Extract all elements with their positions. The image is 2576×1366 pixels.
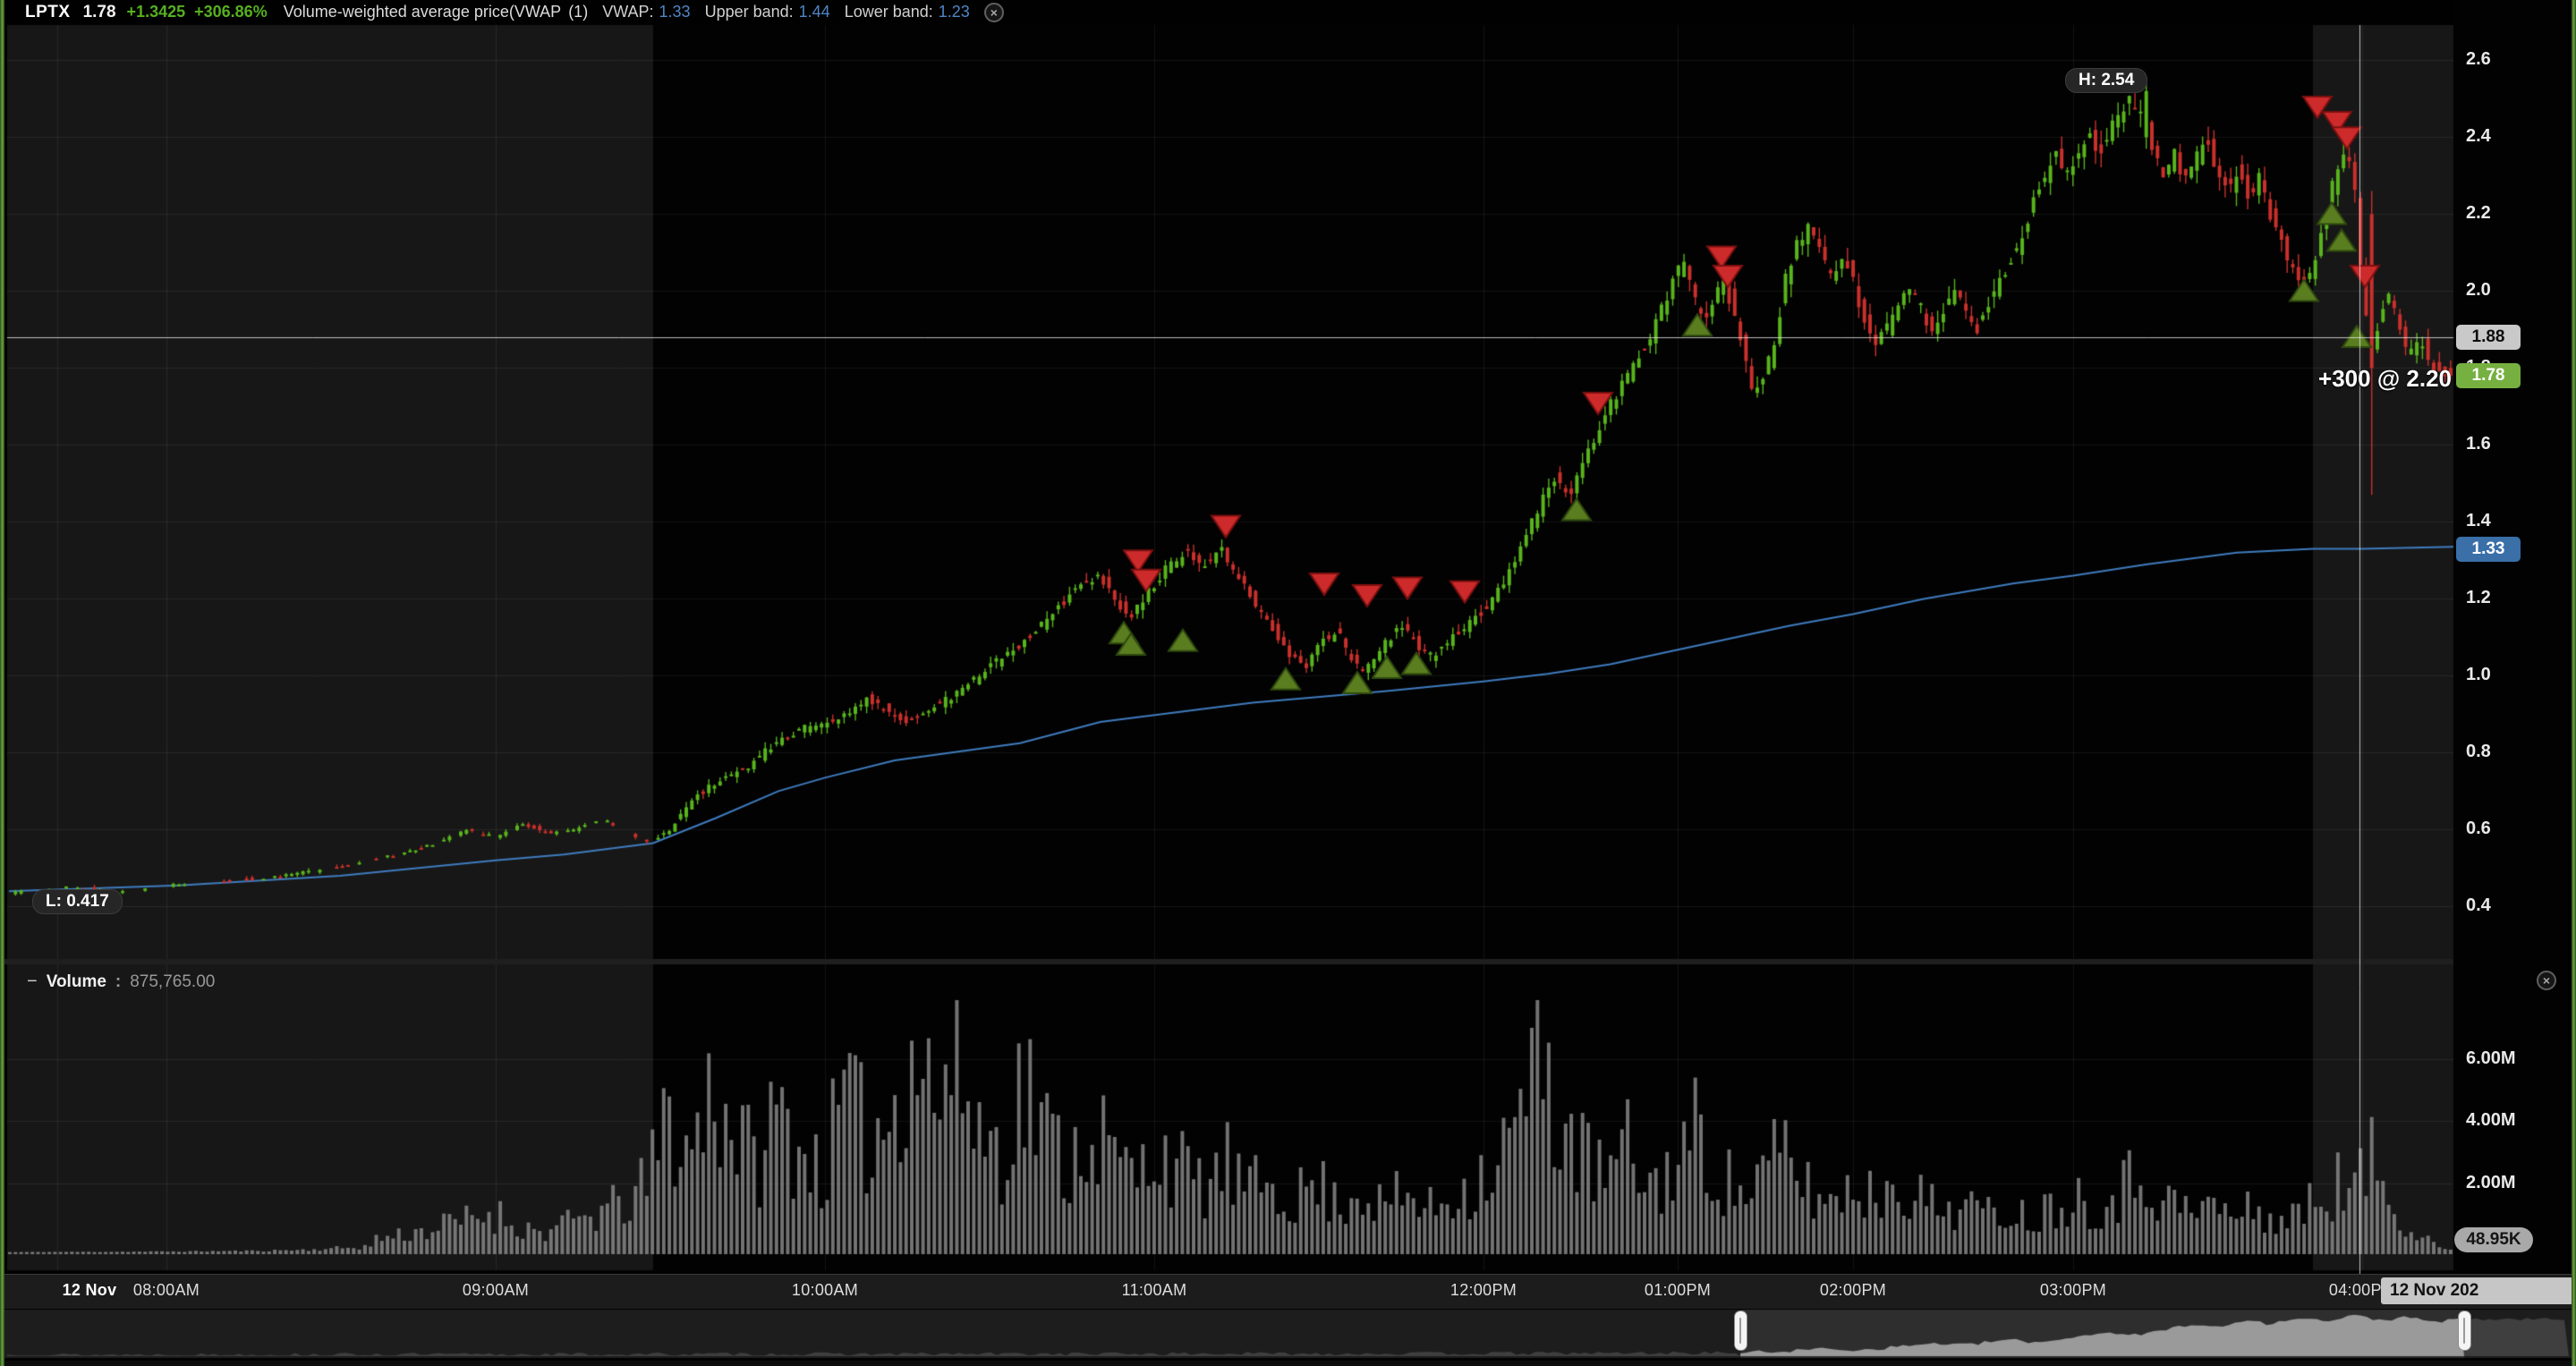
day-high-label: H: 2.54	[2065, 68, 2148, 93]
price-tick: 2.6	[2466, 49, 2491, 70]
time-tick: 11:00AM	[1121, 1281, 1187, 1299]
scrollbar-handle-left[interactable]	[1734, 1311, 1747, 1351]
indicator-title[interactable]: Volume-weighted average price(VWAP	[283, 3, 562, 21]
symbol-label: LPTX	[25, 2, 71, 21]
volume-separator: :	[115, 971, 122, 991]
volume-tick: 4.00M	[2466, 1110, 2516, 1130]
volume-value: 875,765.00	[130, 971, 216, 991]
indicator-param: (1)	[568, 3, 589, 21]
volume-collapse-icon[interactable]: −	[27, 971, 38, 991]
upper-band-label: Upper band:	[704, 3, 794, 21]
vwap-value: 1.33	[659, 3, 691, 21]
last-price-badge: 1.78	[2456, 363, 2521, 388]
volume-title[interactable]: Volume	[46, 971, 106, 991]
time-tick: 12:00PM	[1450, 1281, 1518, 1299]
lower-band-value: 1.23	[938, 3, 970, 21]
volume-tick: 2.00M	[2466, 1173, 2516, 1192]
vwap-label: VWAP:	[602, 3, 654, 21]
window-border-right	[2572, 0, 2576, 1366]
trade-fill-annotation: +300 @ 2.20	[2318, 365, 2452, 392]
vwap-price-badge: 1.33	[2456, 536, 2521, 562]
chart-legend-bar: LPTX 1.78 +1.3425 +306.86% Volume-weight…	[7, 0, 2453, 24]
time-tick: 04:00PM	[2328, 1281, 2396, 1299]
crosshair-date-badge: 12 Nov 202	[2381, 1277, 2573, 1304]
window-border-left	[0, 0, 4, 1366]
time-tick: 09:00AM	[462, 1281, 530, 1299]
time-tick: 12 Nov	[62, 1281, 117, 1299]
volume-close-icon[interactable]: ×	[2537, 971, 2556, 990]
time-tick: 02:00PM	[1819, 1281, 1887, 1299]
crosshair-price-badge: 1.88	[2456, 325, 2521, 350]
upper-band-value: 1.44	[798, 3, 830, 21]
day-low-label: L: 0.417	[32, 889, 123, 914]
time-tick: 03:00PM	[2039, 1281, 2107, 1299]
time-tick: 10:00AM	[791, 1281, 859, 1299]
price-tick: 0.6	[2466, 819, 2491, 839]
bottom-strip	[0, 1361, 2576, 1366]
price-tick: 0.4	[2466, 895, 2491, 916]
price-tick: 0.8	[2466, 742, 2491, 762]
last-volume-badge: 48.95K	[2454, 1227, 2533, 1252]
last-price-label: 1.78	[82, 2, 116, 21]
price-tick: 1.2	[2466, 588, 2491, 608]
volume-tick: 6.00M	[2466, 1048, 2516, 1068]
volume-pane-header: − Volume : 875,765.00	[27, 971, 215, 992]
price-tick: 2.2	[2466, 203, 2491, 224]
price-tick: 1.6	[2466, 434, 2491, 454]
price-tick: 2.4	[2466, 126, 2491, 147]
price-change-label: +1.3425	[126, 3, 186, 21]
time-axis[interactable]	[0, 1274, 2576, 1309]
time-tick: 01:00PM	[1644, 1281, 1712, 1299]
indicator-close-icon[interactable]: ×	[983, 2, 1004, 22]
price-tick: 1.0	[2466, 665, 2491, 685]
scrollbar-handle-right[interactable]	[2458, 1311, 2471, 1351]
time-tick: 08:00AM	[132, 1281, 200, 1299]
lower-band-label: Lower band:	[844, 3, 933, 21]
chart-scrollbar[interactable]	[0, 1309, 2576, 1359]
price-tick: 1.4	[2466, 511, 2491, 531]
percent-change-label: +306.86%	[194, 3, 268, 21]
price-tick: 2.0	[2466, 280, 2491, 301]
